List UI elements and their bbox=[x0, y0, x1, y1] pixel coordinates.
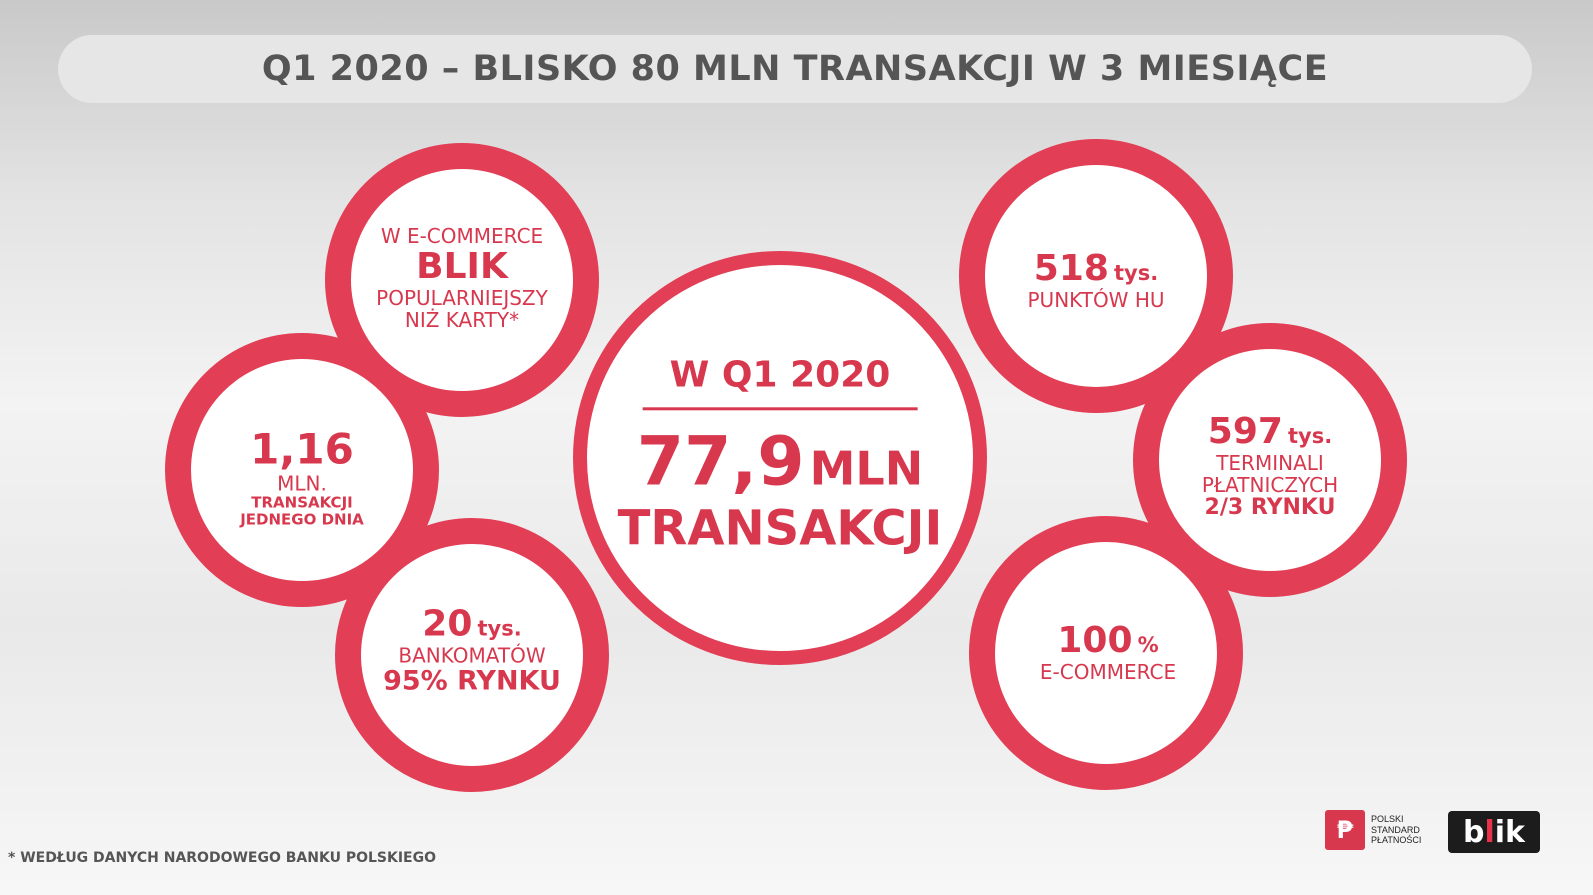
terminals-value-line: 597 tys. bbox=[1208, 412, 1332, 452]
page-title: Q1 2020 – BLISKO 80 MLN TRANSAKCJI W 3 M… bbox=[261, 49, 1329, 89]
psp-line2: STANDARD bbox=[1371, 824, 1420, 835]
ecommerce-blik: BLIK bbox=[416, 246, 508, 288]
ring-ecommerce bbox=[325, 143, 599, 417]
center-heading: W Q1 2020 bbox=[669, 354, 891, 396]
ecom100-value: 100 bbox=[1057, 620, 1133, 662]
ring-terminals bbox=[1133, 323, 1407, 597]
daily-unit: MLN. bbox=[277, 471, 327, 496]
bubble-ecommerce: W E-COMMERCE BLIK POPULARNIEJSZY NIŻ KAR… bbox=[376, 225, 548, 331]
daily-line1: TRANSAKCJI bbox=[251, 493, 353, 512]
ecom100-line1: E-COMMERCE bbox=[1039, 659, 1177, 684]
ecommerce-line3: POPULARNIEJSZY bbox=[376, 285, 548, 310]
footnote: * WEDŁUG DANYCH NARODOWEGO BANKU POLSKIE… bbox=[8, 850, 436, 866]
bubble-merchants: 518 tys. PUNKTÓW HU bbox=[1028, 249, 1165, 311]
center-label: TRANSAKCJI bbox=[617, 499, 943, 556]
bubble-atm: 20 tys. BANKOMATÓW 95% RYNKU bbox=[383, 604, 561, 695]
atm-value-line: 20 tys. bbox=[422, 604, 521, 644]
ring-atm bbox=[335, 518, 609, 792]
ecom100-unit: % bbox=[1137, 633, 1159, 658]
ring-center bbox=[573, 251, 987, 665]
atm-line1: BANKOMATÓW bbox=[398, 642, 546, 667]
atm-line2: 95% RYNKU bbox=[383, 664, 561, 696]
ecommerce-line4: NIŻ KARTY* bbox=[404, 307, 520, 332]
ring-daily bbox=[165, 333, 439, 607]
terminals-line3: 2/3 RYNKU bbox=[1204, 494, 1336, 520]
atm-value: 20 bbox=[422, 603, 473, 645]
center-divider bbox=[642, 406, 918, 410]
center-number: 77,9 bbox=[636, 421, 805, 501]
blik-logo-b: b bbox=[1462, 814, 1485, 850]
blik-logo-ik: ik bbox=[1494, 814, 1525, 850]
daily-value: 1,16 bbox=[250, 424, 354, 474]
atm-unit: tys. bbox=[477, 616, 522, 641]
merchants-line1: PUNKTÓW HU bbox=[1027, 287, 1165, 312]
center-value-line: 77,9 MLN bbox=[637, 427, 924, 496]
bubble-terminals: 597 tys. TERMINALI PŁATNICZYCH 2/3 RYNKU bbox=[1202, 412, 1338, 520]
merchants-value: 518 bbox=[1033, 248, 1109, 290]
ring-ecom100 bbox=[969, 516, 1243, 790]
blik-logo: b l ik bbox=[1448, 811, 1540, 853]
terminals-unit: tys. bbox=[1288, 424, 1333, 449]
bubble-ecom100: 100 % E-COMMERCE bbox=[1040, 621, 1176, 683]
ecommerce-line1: W E-COMMERCE bbox=[380, 224, 544, 249]
center-unit: MLN bbox=[809, 440, 924, 495]
psp-logo-text: POLSKI STANDARD PŁATNOŚCI bbox=[1371, 814, 1421, 845]
psp-line3: PŁATNOŚCI bbox=[1371, 835, 1422, 846]
ecom100-value-line: 100 % bbox=[1057, 621, 1158, 661]
polski-standard-platnosci-logo: ₱ POLSKI STANDARD PŁATNOŚCI bbox=[1325, 810, 1421, 850]
psp-line1: POLSKI bbox=[1371, 814, 1404, 825]
daily-line2: JEDNEGO DNIA bbox=[240, 510, 364, 529]
merchants-value-line: 518 tys. bbox=[1034, 249, 1158, 289]
bubble-daily: 1,16 MLN. TRANSAKCJI JEDNEGO DNIA bbox=[240, 426, 364, 527]
merchants-unit: tys. bbox=[1114, 261, 1159, 286]
psp-mark-icon: ₱ bbox=[1325, 810, 1365, 850]
center-bubble: W Q1 2020 77,9 MLN TRANSAKCJI bbox=[618, 355, 943, 554]
terminals-line2: PŁATNICZYCH bbox=[1201, 472, 1339, 497]
terminals-value: 597 bbox=[1207, 411, 1283, 453]
title-bar: Q1 2020 – BLISKO 80 MLN TRANSAKCJI W 3 M… bbox=[58, 35, 1532, 103]
terminals-line1: TERMINALI bbox=[1216, 450, 1324, 475]
ring-merchants bbox=[959, 139, 1233, 413]
blik-logo-l: l bbox=[1484, 814, 1495, 850]
